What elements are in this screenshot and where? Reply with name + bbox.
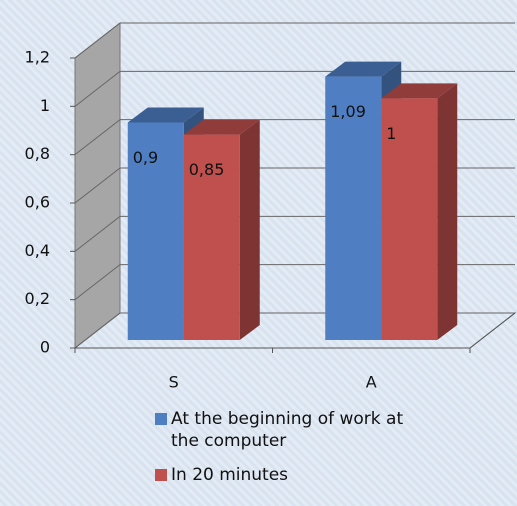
bar	[127, 122, 184, 340]
legend-item: At the beginning of work at the computer	[155, 408, 455, 452]
x-tick-label: S	[169, 373, 179, 392]
bar-side	[239, 119, 260, 340]
grid-line	[74, 312, 121, 349]
legend-swatch	[155, 413, 167, 425]
bar-side	[437, 83, 458, 340]
data-label: 1	[386, 124, 396, 143]
data-label: 1,09	[330, 102, 366, 121]
y-tick-label: 0,2	[25, 289, 50, 308]
data-label: 0,85	[189, 160, 225, 179]
x-tick-label: A	[366, 373, 377, 392]
grid-line	[74, 70, 121, 107]
bar-top	[325, 61, 402, 77]
data-label: 0,9	[133, 148, 158, 167]
y-tick-label: 1	[40, 96, 50, 115]
bar	[325, 76, 382, 340]
legend-item: In 20 minutes	[155, 464, 455, 486]
legend: At the beginning of work at the computer…	[155, 408, 455, 498]
y-tick-label: 0,8	[25, 144, 50, 163]
y-tick-label: 0,6	[25, 193, 50, 212]
legend-label: At the beginning of work at the computer	[171, 409, 404, 451]
grid-line	[74, 119, 121, 156]
y-tick-label: 0,4	[25, 241, 50, 260]
y-tick-label: 1,2	[25, 48, 50, 67]
x-axis-depth	[469, 312, 516, 349]
legend-label: In 20 minutes	[171, 465, 289, 485]
grid-line	[74, 167, 121, 204]
grid-line	[74, 215, 121, 252]
legend-swatch	[155, 469, 167, 481]
bar-top	[127, 107, 204, 123]
y-tick-label: 0	[40, 338, 50, 357]
bar-top	[381, 83, 458, 99]
grid-line	[74, 22, 121, 59]
bar	[381, 98, 438, 340]
grid-line	[74, 264, 121, 301]
bar	[183, 134, 240, 340]
bar-top	[183, 119, 260, 135]
